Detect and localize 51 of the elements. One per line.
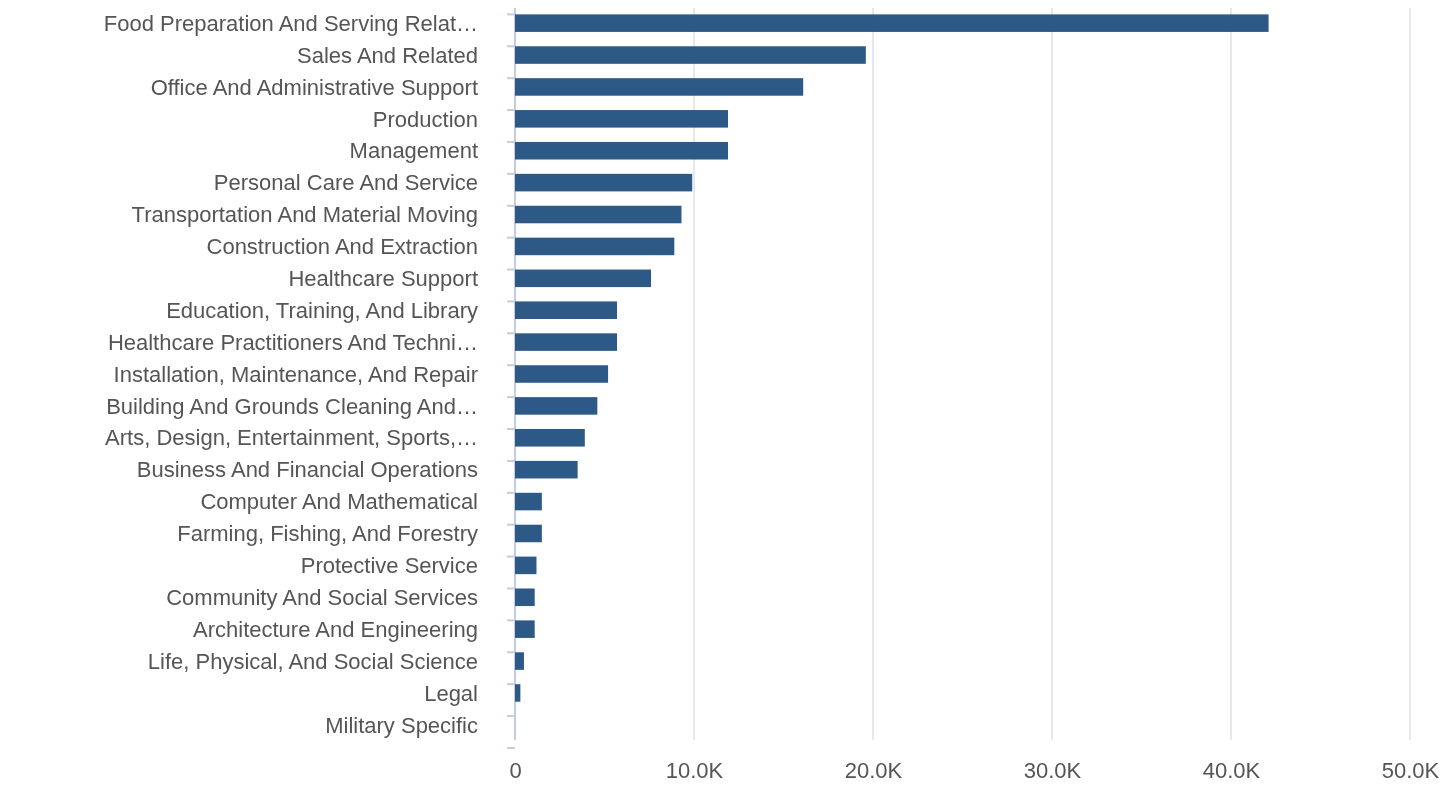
y-tick-label: Production bbox=[372, 106, 478, 132]
bar bbox=[515, 301, 618, 319]
bar bbox=[515, 141, 729, 160]
y-tick-label: Farming, Fishing, And Forestry bbox=[177, 521, 478, 547]
y-tick-label: Office And Administrative Support bbox=[150, 74, 478, 100]
x-tick-label: 30.0K bbox=[1023, 757, 1082, 783]
bar bbox=[515, 110, 729, 128]
bar bbox=[515, 652, 524, 670]
x-tick-label: 20.0K bbox=[844, 757, 903, 783]
y-tick-label: Food Preparation And Serving Relat… bbox=[103, 10, 478, 36]
y-tick-label: Healthcare Practitioners And Techni… bbox=[107, 329, 478, 355]
bar bbox=[515, 78, 804, 96]
bar bbox=[515, 588, 535, 607]
bar bbox=[515, 173, 693, 192]
bar bbox=[515, 269, 652, 288]
bar bbox=[515, 524, 542, 543]
bar bbox=[515, 460, 578, 479]
bar bbox=[515, 556, 537, 575]
y-tick-label: Personal Care And Service bbox=[213, 170, 478, 196]
y-tick-label: Healthcare Support bbox=[288, 266, 478, 292]
bar bbox=[515, 333, 618, 351]
bar bbox=[515, 46, 866, 64]
y-tick-label: Building And Grounds Cleaning And… bbox=[106, 393, 478, 419]
y-tick-label: Construction And Extraction bbox=[206, 234, 478, 260]
y-tick-label: Military Specific bbox=[325, 712, 478, 738]
x-tick-label: 50.0K bbox=[1381, 757, 1440, 783]
y-tick-label: Community And Social Services bbox=[166, 584, 478, 610]
bar bbox=[515, 365, 609, 383]
y-tick-label: Transportation And Material Moving bbox=[131, 202, 478, 228]
y-tick-label: Installation, Maintenance, And Repair bbox=[113, 361, 478, 387]
y-tick-label: Life, Physical, And Social Science bbox=[147, 648, 478, 674]
y-tick-label: Management bbox=[349, 138, 478, 164]
y-tick-label: Business And Financial Operations bbox=[136, 457, 478, 483]
bar bbox=[515, 397, 598, 415]
bar bbox=[515, 684, 521, 702]
y-tick-label: Sales And Related bbox=[296, 42, 478, 68]
bar bbox=[515, 620, 535, 638]
bar bbox=[515, 429, 585, 447]
bar bbox=[515, 237, 675, 256]
y-tick-label: Education, Training, And Library bbox=[166, 297, 478, 323]
y-tick-label: Protective Service bbox=[300, 553, 478, 579]
bar bbox=[515, 492, 542, 511]
bar bbox=[515, 205, 682, 224]
x-tick-label: 0 bbox=[509, 757, 522, 783]
y-tick-label: Architecture And Engineering bbox=[193, 616, 478, 642]
y-tick-label: Legal bbox=[424, 680, 478, 706]
y-tick-label: Computer And Mathematical bbox=[200, 489, 478, 515]
y-tick-label: Arts, Design, Entertainment, Sports,… bbox=[105, 425, 478, 451]
bar bbox=[515, 14, 1269, 32]
x-tick-label: 10.0K bbox=[665, 757, 724, 783]
x-tick-label: 40.0K bbox=[1202, 757, 1261, 783]
